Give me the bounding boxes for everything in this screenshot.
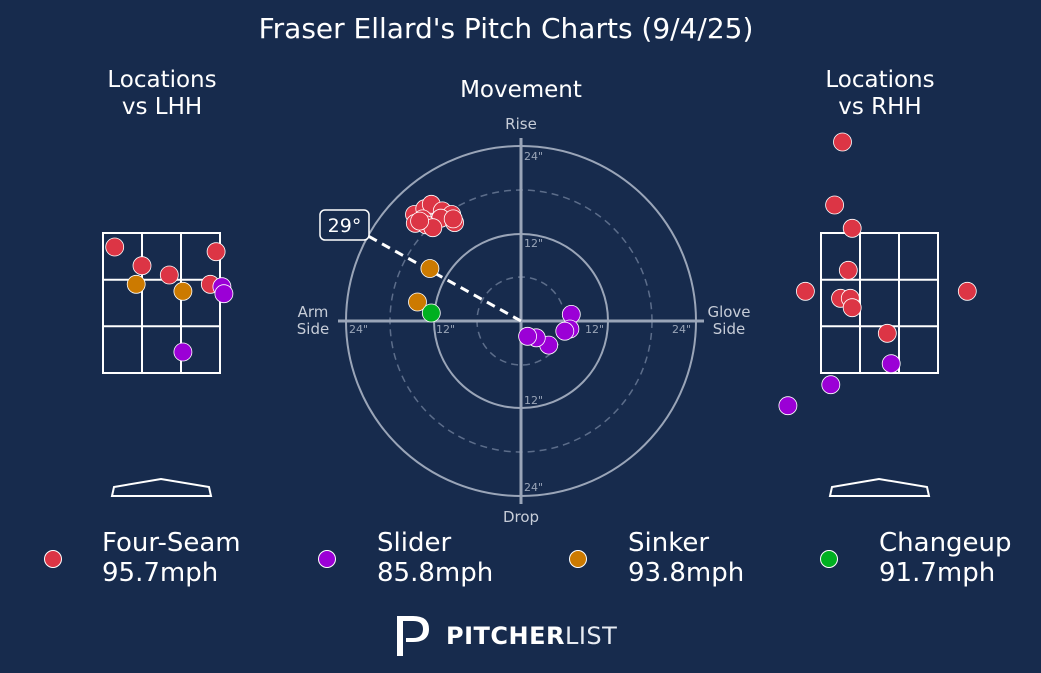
- pitcherlist-p-logo-icon: [397, 616, 429, 656]
- rise-label: Rise: [505, 115, 537, 133]
- arm-side-label-line2: Side: [297, 320, 329, 338]
- rhh-panel-title-line2: vs RHH: [838, 94, 921, 120]
- movement-sinker-point-13: [420, 259, 440, 278]
- slider-dot-icon: [318, 550, 336, 568]
- lhh-four-seam-point-0: [105, 237, 125, 257]
- movement-chart: Rise Drop Arm Side Glove Side 24" 12" 12…: [297, 115, 751, 526]
- chart-title: Fraser Ellard's Pitch Charts (9/4/25): [259, 12, 754, 45]
- pitcherlist-logo: PITCHERLIST: [393, 612, 633, 658]
- ring-label-24-right: 24": [672, 323, 691, 336]
- lhh-sinker-point-5: [126, 274, 146, 294]
- arm-side-label-line1: Arm: [298, 303, 329, 321]
- legend-pitch-speed: 95.7mph: [102, 558, 219, 588]
- lhh-sinker-point-6: [173, 281, 193, 301]
- lhh-four-seam-point-1: [132, 256, 152, 276]
- legend-pitch-speed: 91.7mph: [879, 558, 996, 588]
- movement-sinker-point-14: [408, 292, 427, 312]
- rhh-slider-point-11: [821, 375, 841, 395]
- legend-pitch-name: Four-Seam: [102, 528, 241, 558]
- lhh-slider-point-9: [173, 342, 193, 362]
- glove-side-label-line1: Glove: [707, 303, 750, 321]
- legend-pitch-speed: 93.8mph: [628, 558, 745, 588]
- lhh-panel-title-line1: Locations: [107, 67, 216, 93]
- movement-panel-title: Movement: [460, 77, 582, 103]
- drop-label: Drop: [503, 508, 539, 526]
- arm-angle-badge: [319, 209, 370, 241]
- changeup-dot-icon: [820, 550, 838, 568]
- ring-label-12-top: 12": [524, 237, 543, 250]
- rhh-panel-title-line1: Locations: [825, 67, 934, 93]
- rhh-four-seam-point-3: [838, 260, 858, 280]
- rhh-four-seam-point-9: [957, 281, 977, 301]
- ring-label-12-bottom: 12": [524, 394, 543, 407]
- four-seam-dot-icon: [44, 550, 62, 568]
- rhh-four-seam-point-7: [842, 298, 862, 318]
- lhh-home-plate: [110, 477, 213, 497]
- lhh-slider-point-8: [214, 284, 234, 304]
- lhh-four-seam-point-3: [206, 242, 226, 262]
- rhh-four-seam-point-0: [833, 132, 852, 152]
- rhh-four-seam-point-4: [796, 281, 815, 301]
- rhh-four-seam-point-8: [877, 323, 897, 343]
- ring-label-12-right: 12": [585, 323, 604, 336]
- rhh-four-seam-point-1: [825, 195, 844, 215]
- rhh-strike-zone: [820, 232, 939, 374]
- rhh-four-seam-point-2: [842, 218, 862, 238]
- logo-text-light: LIST: [564, 622, 618, 650]
- legend-pitch-name: Sinker: [628, 528, 710, 558]
- legend-pitch-name: Changeup: [879, 528, 1012, 558]
- movement-points: [405, 194, 581, 355]
- movement-changeup-point-15: [421, 303, 441, 323]
- lhh-panel-title-line2: vs LHH: [122, 94, 202, 120]
- rhh-slider-point-12: [778, 396, 798, 416]
- rhh-home-plate: [828, 477, 931, 497]
- sinker-dot-icon: [569, 550, 587, 568]
- pitch-legend: Four-Seam 95.7mph Slider 85.8mph Sinker …: [0, 528, 1041, 598]
- arm-angle-label: 29°: [328, 215, 362, 237]
- movement-four-seam-point-12: [443, 209, 463, 229]
- glove-side-label-line2: Side: [713, 320, 745, 338]
- rhh-location-points: [778, 132, 977, 416]
- lhh-four-seam-point-2: [159, 265, 179, 285]
- ring-label-24-bottom: 24": [524, 481, 543, 494]
- ring-label-12-left: 12": [436, 323, 455, 336]
- ring-label-24-top: 24": [524, 150, 543, 163]
- rhh-slider-point-10: [881, 354, 901, 374]
- logo-text-bold: PITCHER: [446, 622, 565, 650]
- ring-label-24-left: 24": [349, 323, 368, 336]
- legend-pitch-speed: 85.8mph: [377, 558, 494, 588]
- legend-pitch-name: Slider: [377, 528, 452, 558]
- lhh-location-points: [105, 237, 234, 362]
- movement-slider-point-21: [518, 326, 537, 346]
- movement-slider-point-18: [555, 321, 575, 341]
- movement-four-seam-point-11: [410, 211, 430, 231]
